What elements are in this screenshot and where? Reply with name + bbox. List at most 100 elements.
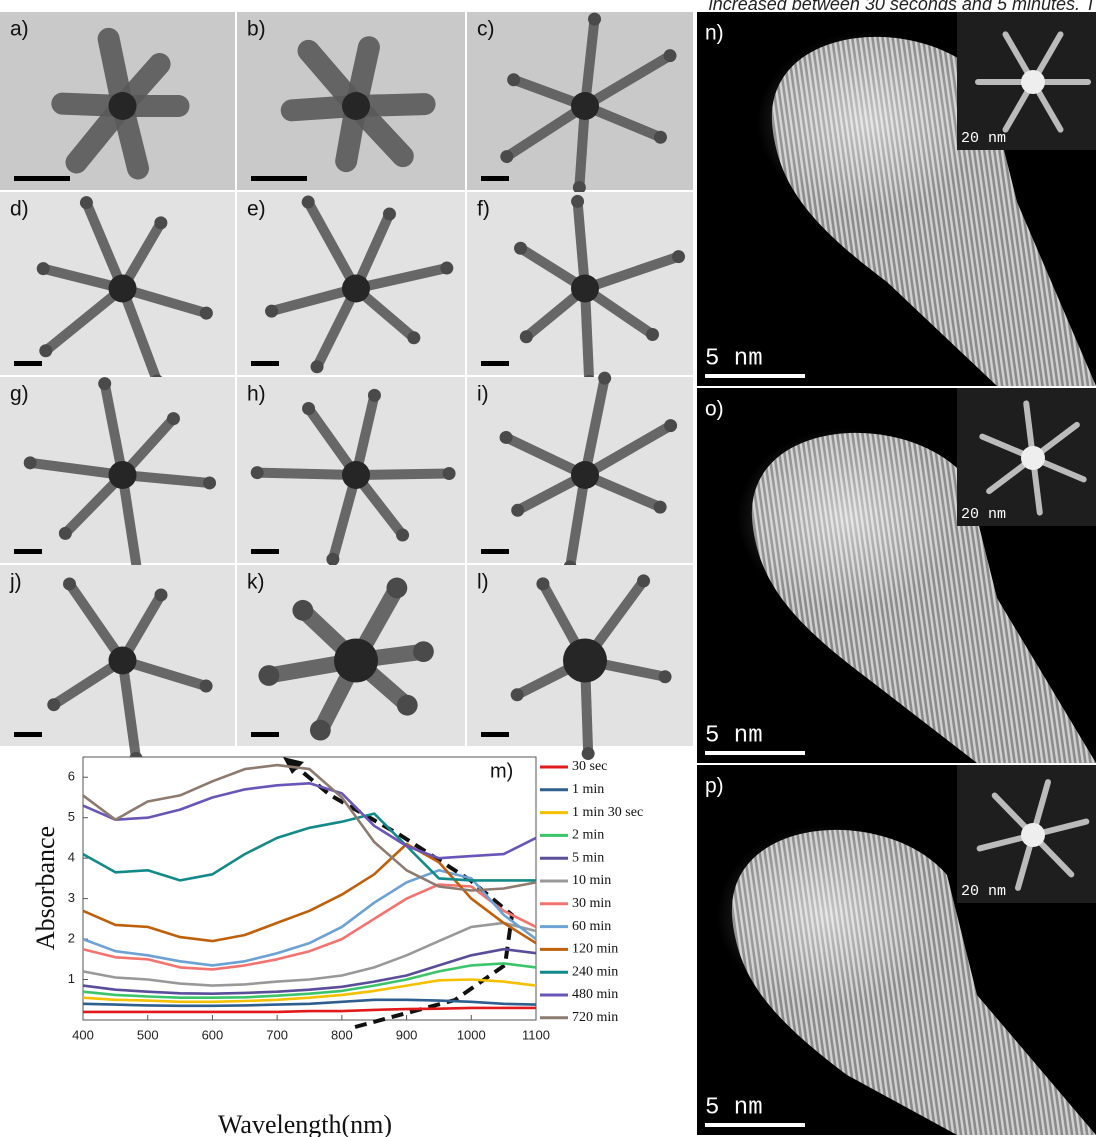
- x-tick-label: 900: [396, 1027, 418, 1042]
- arm-tip: [637, 574, 650, 587]
- arm-tip: [654, 131, 667, 144]
- x-tick-label: 400: [72, 1027, 94, 1042]
- arm-tip: [59, 527, 72, 540]
- arm-tip: [292, 600, 313, 621]
- nanostar-core: [571, 275, 599, 303]
- legend-label: 30 min: [572, 896, 611, 911]
- nanostar-core: [109, 92, 137, 120]
- nanostar-core: [342, 92, 370, 120]
- caption-fragment: increased between 30 seconds and 5 minut…: [709, 0, 1096, 14]
- y-tick-label: 4: [68, 850, 75, 865]
- arm-tip: [310, 720, 331, 741]
- legend-label: 240 min: [572, 964, 618, 979]
- panel-label: b): [247, 18, 266, 41]
- legend-label: 2 min: [572, 828, 604, 843]
- arm-tip: [258, 665, 279, 686]
- legend-label: 1 min 30 sec: [572, 805, 643, 820]
- scale-bar: [14, 176, 70, 181]
- panel-label: f): [477, 198, 490, 221]
- panel-label: l): [477, 571, 489, 594]
- arm-tip: [514, 242, 527, 255]
- arm-tip: [302, 196, 315, 209]
- scale-bar: [14, 549, 42, 554]
- scale-bar: [705, 374, 805, 378]
- arm-tip: [511, 504, 524, 517]
- arm-tip: [154, 216, 167, 229]
- scale-bar: [481, 732, 509, 737]
- arm-tip: [37, 262, 50, 275]
- panel-label: p): [705, 775, 724, 798]
- panel-label: h): [247, 383, 266, 406]
- arm-tip: [80, 196, 93, 209]
- arm-tip: [654, 501, 667, 514]
- inset-scale: 20 nm: [961, 506, 1006, 523]
- hr-panels: 20 nm n) 5 nm 20 nm o) 5 nm 20 nm p) 5 nm: [697, 12, 1096, 1135]
- x-tick-label: 800: [331, 1027, 353, 1042]
- arm-tip: [500, 150, 513, 163]
- nanostar-arm: [257, 473, 356, 475]
- arm-tip: [571, 195, 584, 208]
- scale-bar: [251, 361, 279, 366]
- panel-label: d): [10, 198, 29, 221]
- arm-tip: [443, 467, 456, 480]
- panel-label: c): [477, 18, 495, 41]
- x-tick-label: 600: [202, 1027, 224, 1042]
- arm-tip: [664, 49, 677, 62]
- arm-tip: [500, 431, 513, 444]
- panel-label: j): [9, 571, 22, 594]
- arm-tip: [413, 641, 434, 662]
- arm-tip: [302, 402, 315, 415]
- nanostar-core: [563, 639, 607, 683]
- nanostar-core: [109, 647, 137, 675]
- panel-label: o): [705, 398, 724, 421]
- arm-tip: [396, 529, 409, 542]
- scale-bar: [251, 549, 279, 554]
- scale-label: 5 nm: [705, 722, 763, 749]
- arm-tip: [672, 250, 685, 263]
- panel-label: m): [490, 760, 513, 782]
- legend-label: 480 min: [572, 987, 618, 1002]
- x-tick-label: 1100: [522, 1027, 550, 1042]
- y-tick-label: 3: [68, 890, 75, 905]
- inset-scale: 20 nm: [961, 130, 1006, 147]
- y-tick-label: 1: [68, 971, 75, 986]
- y-tick-label: 6: [68, 769, 75, 784]
- arm-tip: [63, 577, 76, 590]
- y-axis-label: Absorbance: [31, 826, 60, 950]
- glow: [737, 428, 957, 608]
- scale-label: 5 nm: [705, 345, 763, 372]
- y-tick-label: 5: [68, 809, 75, 824]
- arm-tip: [24, 456, 37, 469]
- arm-tip: [440, 262, 453, 275]
- arm-tip: [588, 13, 601, 26]
- arm-tip: [383, 207, 396, 220]
- legend-label: 30 sec: [572, 759, 607, 774]
- nanostar-core: [109, 275, 137, 303]
- arm-tip: [47, 698, 60, 711]
- panel-label: n): [705, 22, 724, 45]
- arm-tip: [167, 412, 180, 425]
- inset-core: [1021, 70, 1045, 94]
- scale-bar: [481, 176, 509, 181]
- scale-label: 5 nm: [705, 1094, 763, 1121]
- nanostar-core: [571, 92, 599, 120]
- arm-tip: [646, 328, 659, 341]
- panel-label: k): [247, 571, 265, 594]
- arm-tip: [98, 377, 111, 390]
- arm-tip: [326, 553, 339, 566]
- nanostar-core: [342, 275, 370, 303]
- arm-tip: [598, 372, 611, 385]
- arm-tip: [200, 680, 213, 693]
- arm-tip: [659, 670, 672, 683]
- arm-tip: [251, 466, 264, 479]
- arm-tip: [311, 360, 324, 373]
- arm-tip: [39, 344, 52, 357]
- inset-scale: 20 nm: [961, 883, 1006, 900]
- arm-tip: [203, 476, 216, 489]
- arm-tip: [368, 389, 381, 402]
- legend-label: 1 min: [572, 782, 604, 797]
- scale-bar: [481, 549, 509, 554]
- figure: increased between 30 seconds and 5 minut…: [0, 0, 1096, 1137]
- tem-grid: a)b)c)d)e)f)g)h)i)j)k)l): [0, 12, 693, 765]
- arm-tip: [154, 588, 167, 601]
